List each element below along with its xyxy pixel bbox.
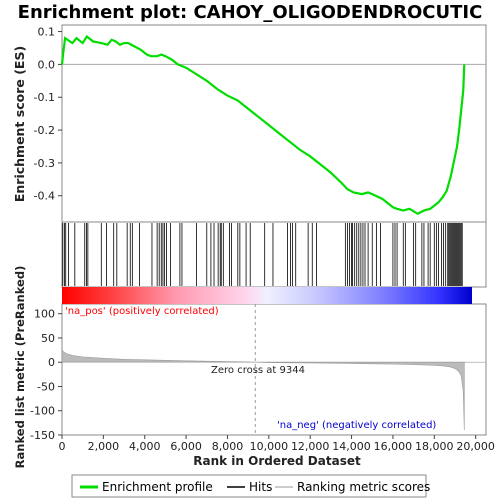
metric-y-tick-label: -150 — [30, 429, 55, 442]
es-y-axis-label: Enrichment score (ES) — [12, 46, 27, 202]
zero-cross-label: Zero cross at 9344 — [211, 365, 305, 376]
hit-markers — [62, 223, 463, 286]
es-panel-frame — [61, 24, 487, 223]
hits-panel-frame — [61, 221, 487, 288]
es-y-ticks: 0.1 0.0 -0.1 -0.2 -0.3 -0.4 — [34, 26, 62, 203]
legend-enrichment-label: Enrichment profile — [102, 480, 213, 494]
es-y-tick-label: -0.4 — [34, 190, 55, 203]
positive-correlation-label: 'na_pos' (positively correlated) — [65, 306, 219, 317]
es-y-tick-label: -0.3 — [34, 157, 55, 170]
es-y-tick-label: 0.1 — [38, 26, 56, 39]
x-tick-label: 6,000 — [170, 440, 202, 453]
legend-hits-label: Hits — [249, 480, 272, 494]
es-y-tick-label: 0.0 — [38, 58, 56, 71]
x-tick-label: 12,000 — [291, 440, 330, 453]
x-tick-label: 14,000 — [332, 440, 371, 453]
metric-area-group — [61, 348, 486, 431]
x-axis-label: Rank in Ordered Dataset — [193, 454, 361, 468]
es-y-tick-label: -0.2 — [34, 124, 55, 137]
metric-panel-frame — [61, 303, 487, 436]
metric-y-tick-label: -50 — [37, 380, 55, 393]
x-tick-label: 0 — [59, 440, 66, 453]
legend-box — [71, 474, 427, 498]
x-tick-label: 10,000 — [250, 440, 289, 453]
enrichment-profile-line — [60, 34, 466, 216]
metric-y-tick-label: -100 — [30, 405, 55, 418]
es-y-tick-label: -0.1 — [34, 91, 55, 104]
x-tick-label: 16,000 — [374, 440, 413, 453]
metric-y-ticks: 100 50 0 -50 -100 -150 — [30, 308, 62, 442]
chart-title: Enrichment plot: CAHOY_OLIGODENDROCUTIC — [18, 2, 483, 23]
x-tick-label: 18,000 — [415, 440, 454, 453]
x-tick-label: 2,000 — [88, 440, 120, 453]
metric-area — [61, 348, 465, 431]
x-tick-label: 20,000 — [456, 440, 495, 453]
metric-y-tick-label: 100 — [34, 308, 55, 321]
metric-y-tick-label: 50 — [41, 332, 55, 345]
metric-y-tick-label: 0 — [48, 356, 55, 369]
x-axis-ticks: 0 2,000 4,000 6,000 8,000 10,000 12,000 14,000 1… — [59, 435, 495, 453]
negative-correlation-label: 'na_neg' (negatively correlated) — [277, 420, 436, 431]
es-curve-group — [60, 34, 466, 216]
x-tick-label: 4,000 — [129, 440, 161, 453]
rank-color-bar — [62, 287, 472, 304]
legend-ranking-label: Ranking metric scores — [297, 480, 430, 494]
x-tick-label: 8,000 — [212, 440, 244, 453]
metric-y-axis-label: Ranked list metric (PreRanked) — [13, 266, 27, 469]
